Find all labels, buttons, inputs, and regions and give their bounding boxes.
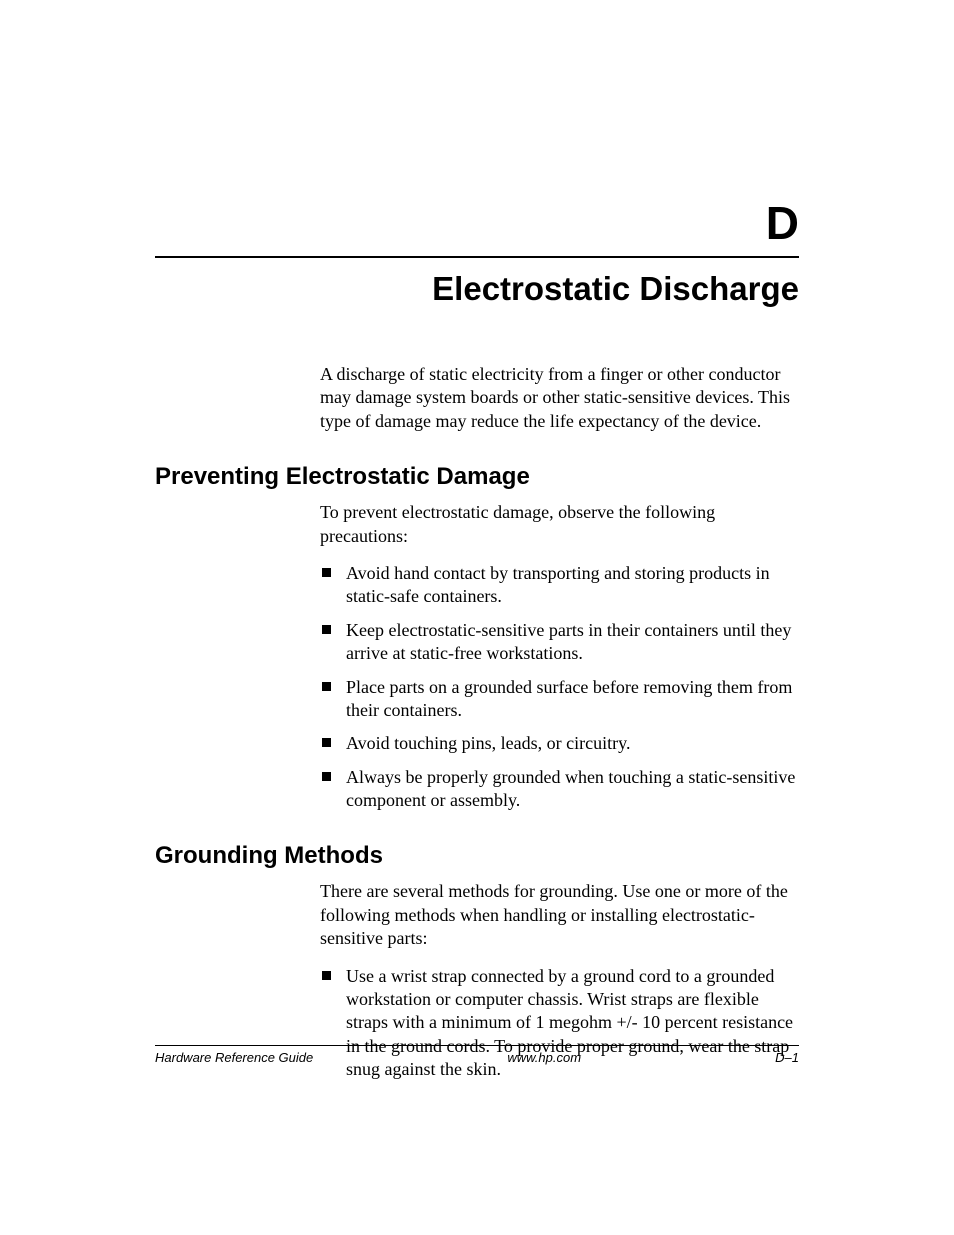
section-heading-preventing: Preventing Electrostatic Damage [155,463,799,491]
chapter-title: Electrostatic Discharge [155,270,799,308]
page-footer: Hardware Reference Guide www.hp.com D–1 [155,1045,799,1065]
section1-lead: To prevent electrostatic damage, observe… [320,501,799,548]
appendix-letter: D [155,200,799,246]
footer-left: Hardware Reference Guide [155,1050,313,1065]
section-heading-grounding: Grounding Methods [155,842,799,870]
footer-right: D–1 [775,1050,799,1065]
footer-center: www.hp.com [507,1050,581,1065]
section2-lead: There are several methods for grounding.… [320,880,799,950]
page: D Electrostatic Discharge A discharge of… [0,0,954,1235]
list-item: Avoid hand contact by transporting and s… [320,562,799,609]
list-item: Always be properly grounded when touchin… [320,766,799,813]
section1-body: To prevent electrostatic damage, observe… [320,501,799,812]
title-rule [155,256,799,258]
list-item: Place parts on a grounded surface before… [320,676,799,723]
list-item: Keep electrostatic-sensitive parts in th… [320,619,799,666]
section1-list: Avoid hand contact by transporting and s… [320,562,799,813]
footer-row: Hardware Reference Guide www.hp.com D–1 [155,1050,799,1065]
list-item: Avoid touching pins, leads, or circuitry… [320,732,799,755]
intro-block: A discharge of static electricity from a… [320,363,799,433]
intro-paragraph: A discharge of static electricity from a… [320,363,799,433]
footer-rule [155,1045,799,1046]
